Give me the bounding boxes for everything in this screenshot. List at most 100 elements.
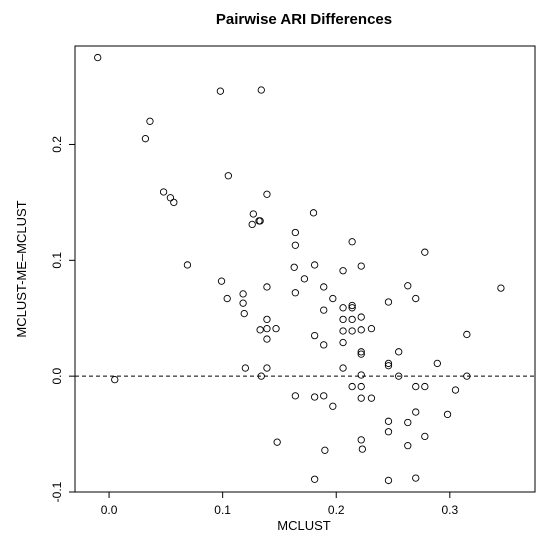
y-tick-label: -0.1 (50, 481, 64, 502)
data-point (329, 402, 337, 410)
data-point (339, 267, 347, 275)
data-point (367, 394, 376, 402)
data-point (320, 392, 328, 400)
data-point (357, 382, 365, 391)
data-point (443, 410, 452, 419)
data-point (241, 364, 250, 372)
data-point (321, 446, 329, 454)
data-point (358, 445, 367, 453)
data-point (463, 330, 471, 339)
data-point (263, 190, 271, 198)
data-point (412, 474, 420, 482)
data-point (384, 298, 393, 306)
data-point (300, 275, 309, 283)
data-point (357, 371, 365, 379)
data-point (497, 284, 505, 292)
x-tick-label: 0.0 (101, 503, 118, 517)
data-point (357, 394, 365, 402)
data-point (412, 294, 420, 303)
chart-title: Pairwise ARI Differences (216, 11, 392, 28)
data-point (311, 475, 319, 483)
data-point (339, 327, 347, 335)
data-point (291, 228, 299, 237)
data-point (357, 326, 365, 334)
data-point (404, 418, 412, 427)
data-point (311, 261, 319, 269)
data-point (339, 315, 347, 324)
y-tick-label: 0.2 (50, 136, 64, 153)
data-point (421, 248, 429, 256)
data-point (166, 194, 175, 202)
x-axis: 0.0 0.1 0.2 0.3 (101, 492, 458, 517)
y-axis: -0.1 0.0 0.1 0.2 (50, 136, 75, 502)
x-axis-label: MCLUST (277, 518, 331, 533)
data-point (320, 283, 328, 291)
data-point (94, 53, 102, 62)
data-point (256, 217, 264, 225)
data-point (272, 325, 280, 333)
data-point (291, 392, 299, 400)
data-point (263, 364, 271, 372)
data-point (348, 301, 356, 310)
data-point (146, 117, 154, 125)
data-point (348, 315, 356, 324)
data-point (239, 299, 247, 307)
data-point (291, 289, 299, 297)
data-point (329, 294, 337, 303)
data-point (263, 325, 271, 333)
data-point (412, 408, 420, 416)
data-point (111, 375, 119, 384)
x-tick-label: 0.2 (328, 503, 345, 517)
data-point (357, 262, 365, 270)
data-point (216, 87, 225, 95)
data-point (339, 364, 347, 372)
data-point (384, 362, 393, 370)
data-point (348, 382, 356, 391)
data-point (320, 341, 328, 349)
data-point (339, 338, 347, 347)
data-point (357, 313, 365, 321)
data-point (348, 327, 356, 335)
data-point (263, 315, 271, 324)
data-point (159, 188, 168, 196)
data-point (263, 335, 271, 343)
data-point (263, 283, 271, 291)
data-point (357, 350, 365, 358)
data-point (404, 282, 412, 290)
x-tick-label: 0.3 (441, 503, 458, 517)
data-points (94, 53, 505, 485)
data-point (223, 294, 231, 303)
data-point (357, 348, 365, 356)
data-point (240, 309, 248, 318)
data-point (357, 436, 365, 444)
data-point (339, 304, 347, 312)
data-point (309, 209, 318, 217)
data-point (348, 238, 356, 246)
data-point (248, 220, 256, 229)
data-point (451, 386, 460, 394)
data-point (249, 210, 257, 218)
x-tick-label: 0.1 (214, 503, 231, 517)
data-point (384, 359, 393, 368)
data-point (291, 241, 299, 249)
data-point (217, 277, 226, 285)
data-point (421, 382, 429, 391)
data-point (395, 348, 403, 356)
data-point (367, 325, 376, 333)
data-point (256, 326, 264, 334)
data-point (384, 417, 393, 425)
data-point (224, 172, 232, 180)
data-point (273, 438, 281, 446)
data-point (257, 86, 265, 94)
data-point (463, 372, 471, 380)
data-point (290, 263, 298, 271)
y-tick-label: 0.0 (50, 367, 64, 384)
y-axis-label: MCLUST-ME–MCLUST (14, 200, 29, 337)
data-point (239, 290, 247, 298)
data-point (433, 359, 441, 368)
data-point (311, 393, 319, 401)
data-point (384, 428, 393, 436)
data-point (404, 442, 412, 450)
data-point (412, 382, 420, 391)
data-point (348, 304, 356, 312)
